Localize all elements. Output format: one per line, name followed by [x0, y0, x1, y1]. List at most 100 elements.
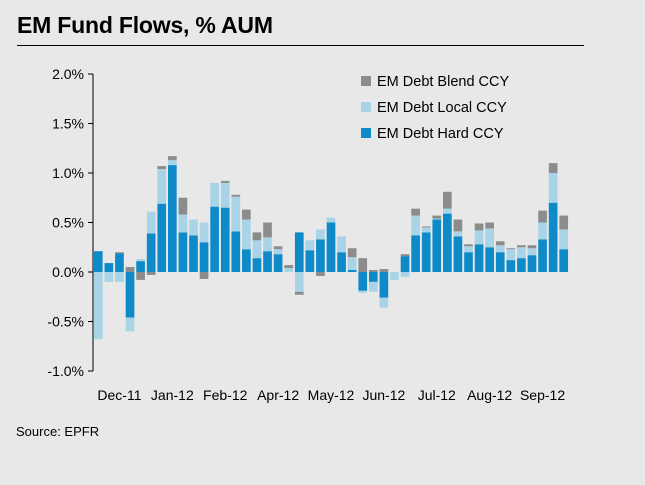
bar-segment — [199, 272, 209, 279]
bar-segment — [178, 197, 188, 215]
bar-segment — [242, 249, 251, 272]
axes: 2.0% 1.5% 1.0% 0.5% 0.0% -0.5% -1.0% Dec-11 Jan-… — [47, 66, 565, 403]
bar-segment — [115, 253, 124, 272]
bar-segment — [252, 232, 262, 241]
y-tick-label: 0.0% — [52, 264, 84, 280]
bar-segment — [485, 222, 494, 229]
bar-segment — [506, 249, 516, 261]
bar-segment — [411, 235, 420, 272]
bar-segment — [368, 272, 378, 282]
bar-segment — [263, 237, 272, 252]
bar-segment — [474, 223, 484, 231]
bar-segment — [421, 226, 431, 228]
bar-segment — [453, 219, 463, 232]
y-tick-label: 2.0% — [52, 66, 84, 82]
bar-segment — [210, 206, 219, 272]
bar-segment — [294, 291, 304, 295]
bar-segment — [548, 163, 558, 173]
bar-segment — [559, 229, 569, 250]
legend-label: EM Debt Blend CCY — [377, 74, 509, 90]
bar-segment — [263, 251, 272, 272]
legend-label: EM Debt Hard CCY — [377, 126, 504, 142]
bar-segment — [358, 290, 368, 293]
bar-segment — [178, 214, 188, 233]
bar-segment — [379, 269, 389, 272]
y-tick-label: -0.5% — [47, 314, 84, 330]
y-tick-label: 1.5% — [52, 116, 84, 132]
bar-segment — [136, 261, 145, 272]
bar-segment — [189, 219, 198, 236]
bar-segment — [157, 203, 167, 272]
bar-segment — [495, 252, 505, 272]
bar-segment — [189, 235, 198, 272]
bar-segment — [125, 272, 135, 318]
bar-segment — [411, 208, 420, 216]
bar-segment — [316, 239, 325, 272]
bar-segment — [294, 272, 304, 292]
x-tick-label: Sep-12 — [520, 387, 565, 403]
legend-label: EM Debt Local CCY — [377, 100, 507, 116]
x-tick-label: Jul-12 — [418, 387, 456, 403]
bar-segment — [252, 240, 262, 259]
bar-segment — [485, 228, 494, 248]
y-tick-label: -1.0% — [47, 363, 84, 379]
bar-segment — [252, 258, 262, 272]
bar-segment — [305, 240, 315, 251]
bar-segment — [273, 249, 283, 255]
bar-segment — [178, 232, 188, 272]
bar-segment — [231, 196, 241, 232]
bar-segment — [220, 180, 230, 183]
bar-segment — [379, 297, 389, 308]
bar-segment — [168, 160, 177, 166]
bar-segment — [326, 222, 336, 272]
bar-segment — [421, 227, 431, 233]
bar-segment — [220, 182, 230, 208]
chart-title: EM Fund Flows, % AUM — [17, 12, 273, 38]
bar-segment — [474, 244, 484, 272]
bar-segment — [125, 317, 135, 332]
bar-segment — [548, 173, 558, 203]
bar-segment — [400, 256, 410, 272]
bar-segment — [559, 249, 569, 272]
bar-segment — [432, 219, 442, 272]
bar-segment — [464, 252, 473, 272]
bar-segment — [347, 270, 357, 272]
bar-segment — [527, 255, 537, 272]
bar-segment — [146, 272, 156, 275]
bar-segment — [273, 246, 283, 250]
bar-segment — [400, 272, 410, 277]
bar-segment — [210, 182, 219, 207]
bar-segment — [443, 208, 452, 214]
bar-segment — [506, 260, 516, 272]
bar-segment — [316, 272, 325, 276]
bar-segment — [136, 272, 145, 280]
bar-segment — [390, 272, 399, 280]
bar-segment — [464, 246, 473, 253]
bar-segment — [495, 245, 505, 253]
bar-segment — [231, 231, 241, 272]
bar-segment — [538, 210, 547, 223]
bar-segment — [199, 222, 209, 243]
x-tick-label: Dec-11 — [97, 387, 141, 403]
source-note: Source: EPFR — [16, 424, 100, 439]
x-tick-label: Apr-12 — [257, 387, 299, 403]
bar-segment — [157, 166, 167, 170]
y-tick-label: 1.0% — [52, 165, 84, 181]
y-tick-label: 0.5% — [52, 215, 84, 231]
bar-segment — [242, 209, 251, 220]
bar-segment — [220, 207, 230, 272]
bar-segment — [337, 236, 346, 253]
bar-segment — [284, 265, 294, 269]
bar-segment — [506, 248, 516, 250]
bar-segment — [93, 251, 103, 272]
title-rule — [17, 45, 584, 46]
bar-segment — [538, 222, 547, 240]
legend-swatch — [361, 128, 371, 138]
bar-segment — [347, 248, 357, 258]
bar-segment — [464, 244, 473, 247]
bar-segment — [347, 257, 357, 271]
bar-segment — [305, 250, 315, 272]
bar-segment — [443, 213, 452, 272]
bar-segment — [231, 194, 241, 197]
